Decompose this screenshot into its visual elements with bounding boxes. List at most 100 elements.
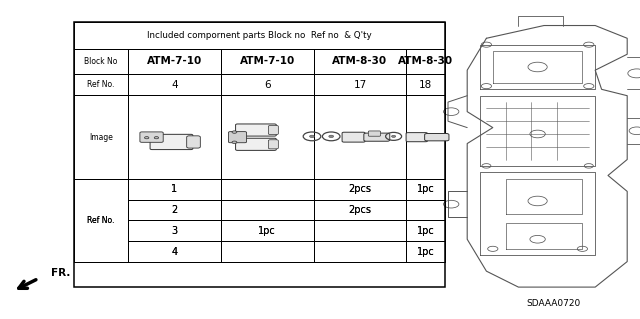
Bar	[74, 49, 128, 74]
Bar	[128, 179, 221, 200]
Text: 4: 4	[172, 247, 177, 256]
Text: 1: 1	[172, 184, 177, 194]
Text: ATM-7-10: ATM-7-10	[147, 56, 202, 66]
Text: Ref No.: Ref No.	[87, 216, 115, 225]
Bar	[406, 200, 445, 220]
FancyBboxPatch shape	[268, 125, 278, 135]
Bar	[221, 220, 314, 241]
Bar	[406, 179, 445, 200]
Bar	[406, 95, 445, 179]
Bar	[221, 179, 314, 200]
Text: 2: 2	[172, 205, 177, 215]
Circle shape	[154, 137, 159, 139]
FancyBboxPatch shape	[369, 131, 380, 136]
FancyBboxPatch shape	[140, 132, 163, 142]
Bar	[406, 241, 445, 262]
Circle shape	[232, 141, 237, 144]
FancyBboxPatch shape	[406, 133, 428, 142]
FancyBboxPatch shape	[236, 124, 276, 136]
Text: 1pc: 1pc	[417, 247, 435, 256]
Text: 2pcs: 2pcs	[349, 205, 371, 215]
Text: FR.: FR.	[51, 268, 70, 278]
Bar	[74, 179, 128, 262]
FancyBboxPatch shape	[187, 136, 200, 148]
Text: 2: 2	[172, 205, 177, 215]
FancyBboxPatch shape	[364, 133, 390, 141]
Text: 1pc: 1pc	[417, 184, 435, 194]
Bar	[314, 220, 406, 241]
Text: 2pcs: 2pcs	[349, 184, 371, 194]
FancyBboxPatch shape	[425, 133, 449, 141]
Text: 1pc: 1pc	[259, 226, 276, 236]
Bar	[128, 241, 221, 262]
Bar	[221, 241, 314, 262]
Bar	[128, 49, 221, 74]
Text: 1pc: 1pc	[417, 184, 435, 194]
Text: Ref No.: Ref No.	[87, 80, 115, 89]
Text: Included compornent parts Block no  Ref no  & Q'ty: Included compornent parts Block no Ref n…	[147, 31, 371, 40]
Circle shape	[145, 137, 149, 139]
Text: 2pcs: 2pcs	[349, 205, 371, 215]
Text: 1pc: 1pc	[417, 226, 435, 236]
Bar	[74, 95, 128, 179]
Bar	[406, 220, 445, 241]
Bar	[314, 179, 406, 200]
Bar	[406, 241, 445, 262]
Bar	[128, 179, 221, 200]
Bar	[128, 220, 221, 241]
Text: 1pc: 1pc	[417, 247, 435, 256]
Bar	[314, 241, 406, 262]
Bar	[128, 200, 221, 220]
Text: 1pc: 1pc	[417, 226, 435, 236]
Bar	[128, 95, 221, 179]
Bar	[74, 74, 445, 95]
Bar	[314, 220, 406, 241]
Text: 1pc: 1pc	[259, 226, 276, 236]
Text: 6: 6	[264, 79, 271, 90]
Bar	[74, 179, 128, 262]
Circle shape	[392, 135, 396, 137]
FancyBboxPatch shape	[268, 140, 278, 149]
Bar	[314, 200, 406, 220]
Bar	[406, 179, 445, 200]
Text: ATM-8-30: ATM-8-30	[332, 56, 388, 66]
Bar	[221, 241, 314, 262]
Bar	[406, 74, 445, 95]
Bar	[314, 241, 406, 262]
Bar	[406, 200, 445, 220]
Bar	[406, 49, 445, 74]
Bar	[221, 220, 314, 241]
Circle shape	[329, 135, 333, 137]
Bar	[74, 74, 128, 95]
Bar	[128, 200, 221, 220]
Bar	[128, 220, 221, 241]
Text: 18: 18	[419, 79, 432, 90]
Bar	[314, 95, 406, 179]
Bar	[128, 241, 221, 262]
Text: 3: 3	[172, 226, 177, 236]
FancyBboxPatch shape	[342, 132, 365, 142]
Text: Ref No.: Ref No.	[87, 216, 115, 225]
Text: 4: 4	[171, 79, 178, 90]
Text: ATM-7-10: ATM-7-10	[239, 56, 295, 66]
Bar	[314, 179, 406, 200]
Bar	[221, 74, 314, 95]
Circle shape	[310, 135, 314, 137]
Bar	[128, 74, 221, 95]
Bar	[221, 200, 314, 220]
Bar	[221, 49, 314, 74]
Text: Block No: Block No	[84, 57, 118, 66]
Text: SDAAA0720: SDAAA0720	[527, 299, 580, 308]
FancyBboxPatch shape	[150, 134, 193, 150]
Text: 2pcs: 2pcs	[349, 184, 371, 194]
Text: ATM-8-30: ATM-8-30	[398, 56, 453, 66]
Text: 4: 4	[172, 247, 177, 256]
FancyBboxPatch shape	[228, 132, 246, 143]
Bar	[74, 22, 445, 49]
Bar	[74, 95, 445, 179]
Bar	[74, 49, 445, 74]
Bar	[314, 49, 406, 74]
Circle shape	[232, 131, 237, 133]
Bar	[74, 22, 445, 287]
Bar	[221, 179, 314, 200]
